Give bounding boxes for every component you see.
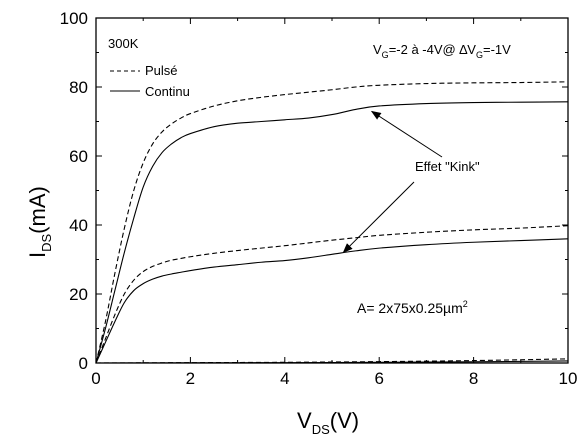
series-continu-curve-1 [95, 101, 569, 364]
series-continu-curve-2 [95, 238, 569, 364]
y-tick-label: 40 [69, 216, 88, 235]
series-pulse-curve-2 [95, 225, 569, 364]
x-tick-label: 10 [559, 369, 578, 388]
series-pulse-curve-1 [95, 81, 569, 364]
y-tick-label: 20 [69, 285, 88, 304]
plot-curves [95, 81, 569, 364]
legend-header: 300K [108, 36, 139, 51]
condition-annotation: VG=-2 à -4V@ ∆VG=-1V [373, 42, 511, 60]
x-tick-label: 4 [280, 369, 289, 388]
y-tick-label: 0 [79, 354, 88, 373]
x-tick-label: 8 [469, 369, 478, 388]
kink-arrows [342, 110, 443, 254]
y-tick-label: 80 [69, 78, 88, 97]
x-axis-title: VDS(V) [297, 408, 359, 437]
legend-label-pulse: Pulsé [145, 63, 178, 78]
legend-label-continu: Continu [145, 84, 190, 99]
kink-arrow-1 [370, 110, 443, 158]
x-tick-label: 6 [374, 369, 383, 388]
y-axis-title: IDS(mA) [25, 186, 54, 258]
series-continu-curve-3 [95, 360, 569, 364]
kink-arrow-2 [342, 181, 415, 254]
x-tick-label: 0 [91, 369, 100, 388]
area-annotation: A= 2x75x0.25µm2 [357, 299, 468, 316]
y-tick-label: 100 [60, 9, 88, 28]
y-tick-label: 60 [69, 147, 88, 166]
x-tick-label: 2 [186, 369, 195, 388]
kink-label: Effet "Kink" [415, 159, 480, 174]
